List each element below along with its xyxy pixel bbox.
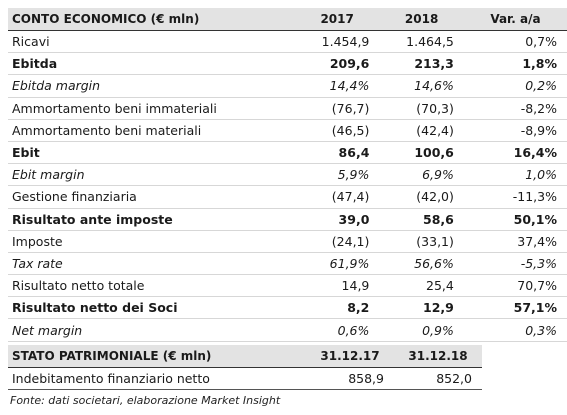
value-2017: 209,6	[294, 52, 380, 76]
income-header-row: CONTO ECONOMICO (€ mln) 2017 2018 Var. a…	[8, 8, 567, 31]
value-var: 1,0%	[463, 163, 567, 187]
table-row: Ricavi 1.454,9 1.464,5 0,7%	[8, 30, 567, 54]
value-2018: 100,6	[379, 141, 464, 165]
value-2018: 213,3	[379, 52, 464, 76]
row-label: Indebitamento finanziario netto	[8, 367, 306, 391]
value-var: 1,8%	[463, 52, 567, 76]
table-row: Tax rate 61,9% 56,6% -5,3%	[8, 252, 567, 276]
income-header-2017: 2017	[294, 8, 380, 31]
row-label: Ricavi	[8, 30, 295, 54]
row-label: Risultato netto dei Soci	[8, 296, 295, 320]
value-var: 50,1%	[463, 208, 567, 231]
value-var: 0,7%	[463, 30, 567, 54]
value-2017: (47,4)	[294, 185, 380, 209]
row-label: Gestione finanziaria	[8, 185, 295, 209]
balance-body: Indebitamento finanziario netto 858,9 852,…	[8, 367, 482, 391]
value-2017: (76,7)	[294, 97, 380, 120]
row-label: Ammortamento beni materiali	[8, 119, 295, 142]
table-row: Risultato ante imposte 39,0 58,6 50,1%	[8, 208, 567, 231]
income-body: Ricavi 1.454,9 1.464,5 0,7% Ebitda 209,6 213,3…	[8, 30, 567, 342]
table-row: Net margin 0,6% 0,9% 0,3%	[8, 318, 567, 342]
income-header-label: CONTO ECONOMICO (€ mln)	[8, 8, 295, 31]
value-2017: 1.454,9	[294, 30, 380, 54]
value-2018: 58,6	[379, 208, 464, 231]
table-row: Ammortamento beni immateriali (76,7) (70,3…	[8, 97, 567, 120]
value-2017: 39,0	[294, 208, 380, 231]
value-2018: 12,9	[379, 296, 464, 320]
balance-header-2017: 31.12.17	[306, 345, 394, 368]
value-2018: (42,0)	[379, 185, 464, 209]
row-label: Ebitda	[8, 52, 295, 76]
value-var: 0,3%	[463, 318, 567, 342]
table-row: Gestione finanziaria (47,4) (42,0) -11,3%	[8, 185, 567, 209]
value-var: -11,3%	[463, 185, 567, 209]
balance-header-label: STATO PATRIMONIALE (€ mln)	[8, 345, 306, 368]
value-var: 70,7%	[463, 274, 567, 298]
income-header-2018: 2018	[379, 8, 464, 31]
value-2018: 25,4	[379, 274, 464, 298]
value-2018: 0,9%	[379, 318, 464, 342]
value-2017: (24,1)	[294, 230, 380, 253]
table-row: Ebit 86,4 100,6 16,4%	[8, 141, 567, 165]
table-row: Indebitamento finanziario netto 858,9 852,…	[8, 367, 482, 391]
value-2017: (46,5)	[294, 119, 380, 142]
value-2017: 86,4	[294, 141, 380, 165]
table-row: Ammortamento beni materiali (46,5) (42,4) -…	[8, 119, 567, 142]
value-2018: 56,6%	[379, 252, 464, 276]
value-var: -8,9%	[463, 119, 567, 142]
income-statement-table: CONTO ECONOMICO (€ mln) 2017 2018 Var. a…	[8, 8, 567, 342]
row-label: Net margin	[8, 318, 295, 342]
table-row: Ebitda margin 14,4% 14,6% 0,2%	[8, 74, 567, 98]
value-var: -5,3%	[463, 252, 567, 276]
value-2017: 0,6%	[294, 318, 380, 342]
row-label: Ebit margin	[8, 163, 295, 187]
value-2018: (70,3)	[379, 97, 464, 120]
value-2018: 14,6%	[379, 74, 464, 98]
table-row: Imposte (24,1) (33,1) 37,4%	[8, 230, 567, 253]
balance-header-2018: 31.12.18	[394, 345, 482, 368]
value-2017: 8,2	[294, 296, 380, 320]
row-label: Tax rate	[8, 252, 295, 276]
value-var: 16,4%	[463, 141, 567, 165]
value-2017: 14,9	[294, 274, 380, 298]
value-var: 57,1%	[463, 296, 567, 320]
value-var: 37,4%	[463, 230, 567, 253]
value-2017: 61,9%	[294, 252, 380, 276]
value-2018: 6,9%	[379, 163, 464, 187]
balance-header-row: STATO PATRIMONIALE (€ mln) 31.12.17 31.1…	[8, 345, 482, 368]
row-label: Ammortamento beni immateriali	[8, 97, 295, 120]
value-2018: 852,0	[394, 367, 482, 391]
table-row: Ebit margin 5,9% 6,9% 1,0%	[8, 163, 567, 187]
row-label: Ebitda margin	[8, 74, 295, 98]
value-2017: 5,9%	[294, 163, 380, 187]
value-2018: (42,4)	[379, 119, 464, 142]
value-var: -8,2%	[463, 97, 567, 120]
income-header-var: Var. a/a	[463, 8, 567, 31]
row-label: Imposte	[8, 230, 295, 253]
value-2018: 1.464,5	[379, 30, 464, 54]
balance-sheet-table: STATO PATRIMONIALE (€ mln) 31.12.17 31.1…	[8, 345, 482, 391]
value-var: 0,2%	[463, 74, 567, 98]
source-footnote: Fonte: dati societari, elaborazione Mark…	[10, 394, 281, 407]
value-2018: (33,1)	[379, 230, 464, 253]
value-2017: 858,9	[306, 367, 394, 391]
table-row: Ebitda 209,6 213,3 1,8%	[8, 52, 567, 76]
row-label: Ebit	[8, 141, 295, 165]
table-row: Risultato netto totale 14,9 25,4 70,7%	[8, 274, 567, 298]
row-label: Risultato netto totale	[8, 274, 295, 298]
row-label: Risultato ante imposte	[8, 208, 295, 231]
value-2017: 14,4%	[294, 74, 380, 98]
table-row: Risultato netto dei Soci 8,2 12,9 57,1%	[8, 296, 567, 320]
